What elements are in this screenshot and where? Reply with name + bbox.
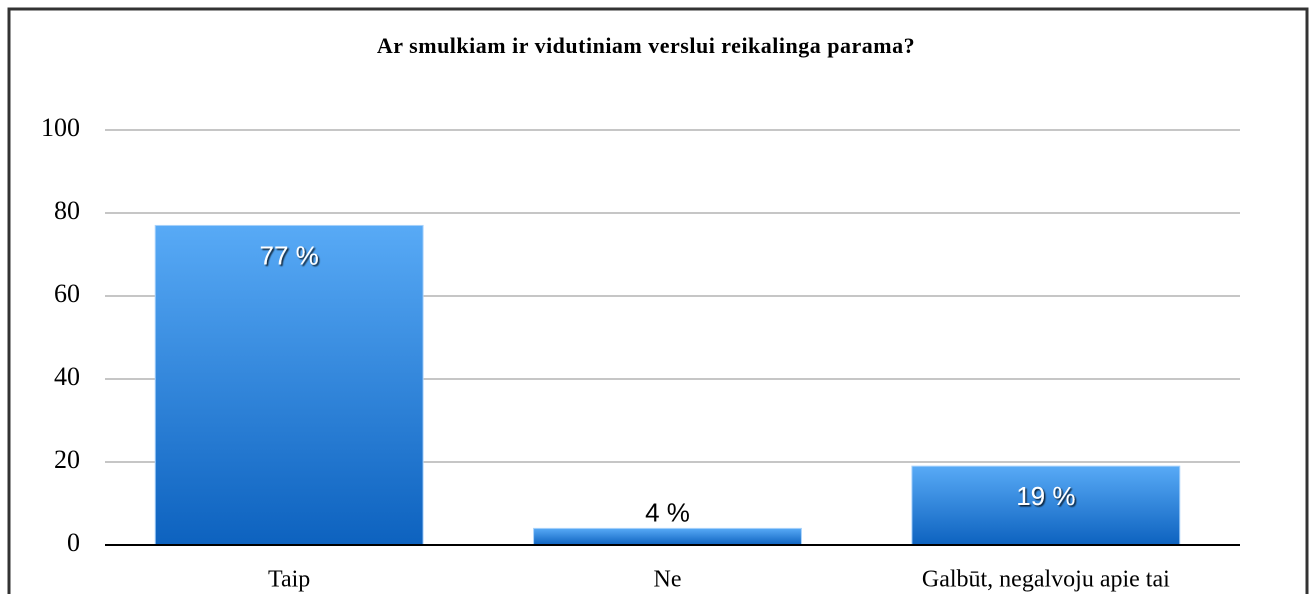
y-tick-label: 40 xyxy=(54,362,80,391)
bar xyxy=(154,224,424,546)
bar xyxy=(911,465,1181,546)
value-label: 19 % xyxy=(1016,481,1075,511)
x-tick-label: Ne xyxy=(654,567,682,593)
x-tick-label: Galbūt, negalvoju apie tai xyxy=(922,567,1170,593)
y-tick-label: 0 xyxy=(67,528,80,557)
y-tick-label: 80 xyxy=(54,196,80,225)
x-tick-label: Taip xyxy=(268,567,310,593)
y-tick-label: 20 xyxy=(54,445,80,474)
value-label: 4 % xyxy=(645,497,690,527)
y-tick-label: 100 xyxy=(41,113,80,142)
chart-title: Ar smulkiam ir vidutiniam verslui reikal… xyxy=(377,33,915,58)
bar xyxy=(533,527,802,546)
value-label: 77 % xyxy=(260,240,319,270)
y-tick-label: 60 xyxy=(54,279,80,308)
